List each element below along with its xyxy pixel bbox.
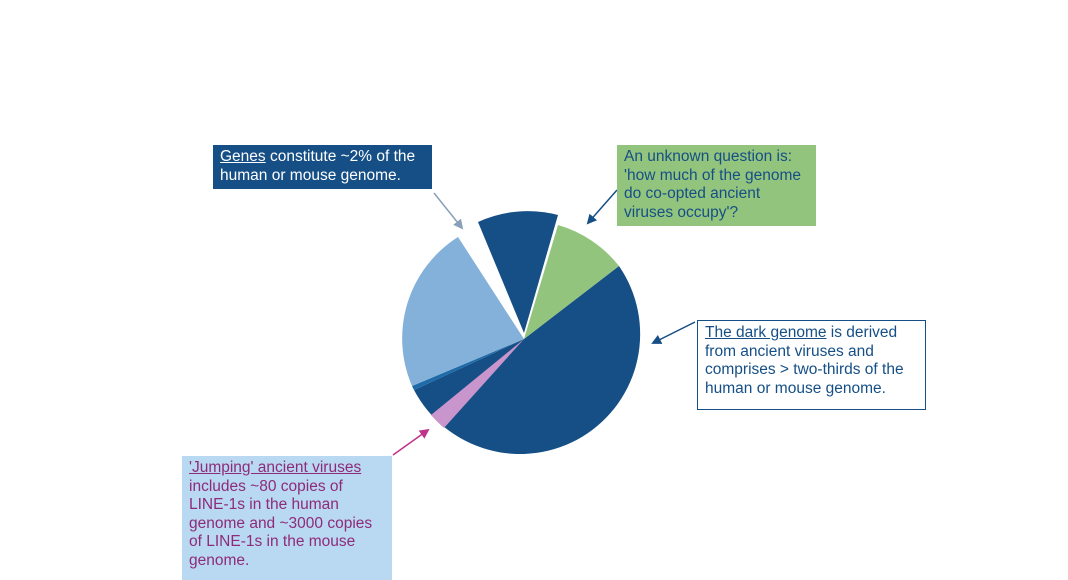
jumping-viruses-callout-text: includes ~80 copies of LINE-1s in the hu… [189, 477, 373, 569]
genes-slice [478, 211, 558, 333]
question-arrow [586, 189, 618, 225]
genes-callout: Genes constitute ~2% of the human or mou… [213, 145, 432, 189]
dark-genome-slice [414, 266, 641, 455]
question-callout-text: An unknown question is: 'how much of the… [624, 148, 802, 221]
jumping-viruses-callout-title: 'Jumping' ancient viruses [189, 459, 362, 476]
jumping-viruses-slice [431, 339, 524, 428]
thin-sliver-slice [412, 339, 524, 390]
dark-genome-callout-title: The dark genome [705, 324, 827, 341]
jumping-viruses-callout: 'Jumping' ancient viruses includes ~80 c… [182, 456, 392, 580]
question-callout: An unknown question is: 'how much of the… [617, 145, 816, 226]
light-blue-slice [402, 237, 524, 386]
dark-genome-callout-text: is derived from ancient viruses and comp… [705, 324, 904, 397]
dark-genome-callout: The dark genome is derived from ancient … [697, 320, 926, 410]
genes-arrow [433, 192, 464, 230]
genes-callout-text: constitute ~2% of the human or mouse gen… [220, 148, 416, 184]
coopted-viruses-slice [524, 225, 619, 339]
jumping-arrow [392, 428, 430, 456]
dark-genome-arrow [651, 321, 696, 344]
genes-callout-title: Genes [220, 148, 266, 165]
